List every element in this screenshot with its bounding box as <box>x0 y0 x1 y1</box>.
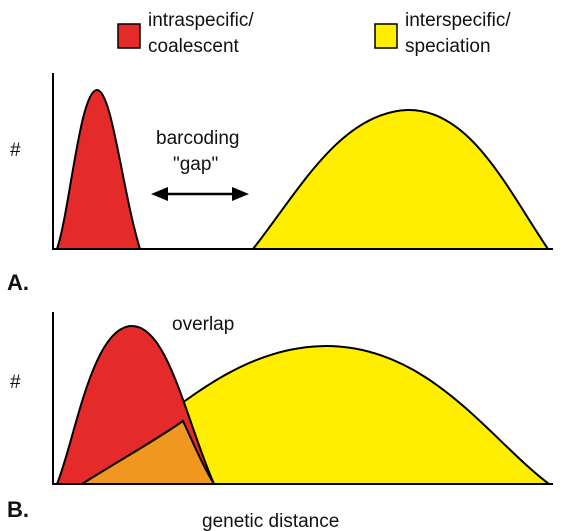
panel-b: # overlap B. <box>7 312 553 522</box>
panel-b-label: B. <box>7 497 29 522</box>
overlap-label: overlap <box>172 314 234 335</box>
barcoding-gap-label-line1: barcoding <box>156 128 239 149</box>
panel-b-axes <box>52 312 553 485</box>
legend-label-interspecific-line1: interspecific/ <box>405 10 511 31</box>
barcoding-gap-label-line2: "gap" <box>173 154 218 175</box>
panel-b-overlap-region <box>78 419 216 485</box>
legend-label-intraspecific-line2: coalescent <box>148 36 240 57</box>
panel-a-ylabel: # <box>10 140 21 161</box>
double-arrow-icon <box>151 187 249 201</box>
legend-swatch-interspecific <box>374 23 398 49</box>
x-axis-label: genetic distance <box>202 511 339 531</box>
panel-a-label: A. <box>7 270 29 295</box>
panel-a: # barcoding "gap" A. <box>7 73 553 295</box>
legend-label-intraspecific-line1: intraspecific/ <box>148 10 254 31</box>
panel-a-axes <box>52 73 553 250</box>
legend: intraspecific/ coalescent interspecific/… <box>117 10 511 57</box>
legend-swatch-intraspecific <box>117 23 141 49</box>
panel-b-ylabel: # <box>10 372 21 393</box>
panel-a-red-curve <box>55 88 142 250</box>
legend-label-interspecific-line2: speciation <box>405 36 491 57</box>
panel-a-yellow-curve <box>250 108 550 250</box>
